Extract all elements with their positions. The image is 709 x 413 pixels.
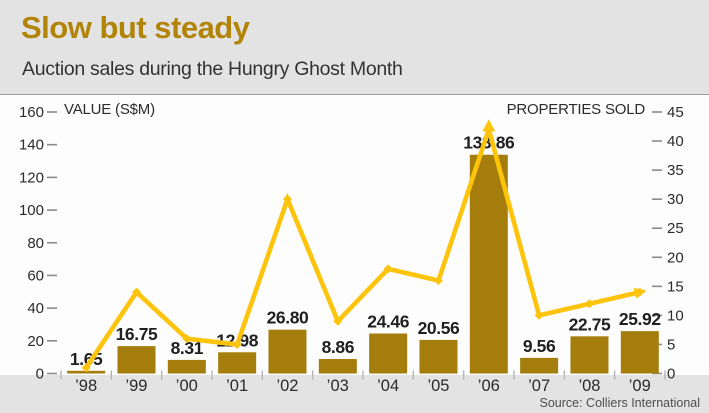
- year-label: ’08: [578, 377, 600, 395]
- year-label: ’06: [478, 377, 500, 395]
- left-axis-tick-label: 100: [19, 202, 44, 219]
- bar-value-label: 20.56: [418, 318, 460, 338]
- left-axis-tick-label: 80: [27, 235, 44, 252]
- year-label: ’01: [226, 377, 248, 395]
- right-axis-tick-label: 45: [667, 104, 684, 121]
- line-vertex-marker: [433, 276, 443, 286]
- value-bar: [369, 333, 408, 374]
- bar-value-label: 8.31: [171, 338, 204, 358]
- bar-value-label: 8.86: [322, 337, 355, 357]
- right-axis-title: PROPERTIES SOLD: [506, 101, 646, 118]
- chart-footer: Source: Colliers International: [0, 375, 709, 413]
- value-bar: [117, 346, 156, 374]
- chart-header: Slow but steady Auction sales during the…: [0, 0, 709, 94]
- year-label: ’99: [125, 377, 147, 395]
- right-axis-tick-label: 30: [667, 191, 684, 208]
- year-label: ’05: [427, 377, 449, 395]
- properties-sold-line: [84, 121, 641, 369]
- bar-value-label: 16.75: [116, 324, 158, 344]
- year-label: ’02: [276, 377, 298, 395]
- value-bar: [620, 331, 659, 374]
- year-label: ’04: [377, 377, 399, 395]
- line-vertex-marker: [333, 316, 343, 326]
- bar-value-label: 24.46: [367, 312, 409, 332]
- value-bar: [218, 352, 257, 374]
- line-vertex-marker: [282, 194, 292, 204]
- bar-value-label: 9.56: [523, 336, 556, 356]
- right-axis-tick-label: 20: [667, 249, 684, 266]
- line-vertex-marker: [584, 299, 594, 309]
- right-axis-tick-label: 0: [667, 366, 675, 383]
- line-vertex-marker: [534, 310, 544, 320]
- peak-arrow-icon: [482, 119, 496, 132]
- line-vertex-marker: [383, 264, 393, 274]
- source-label: Source: Colliers International: [539, 396, 701, 410]
- chart-subtitle: Auction sales during the Hungry Ghost Mo…: [22, 58, 403, 80]
- left-axis-tick-label: 60: [27, 267, 44, 284]
- right-axis-tick-label: 10: [667, 307, 684, 324]
- year-label: ’98: [75, 377, 97, 395]
- left-axis-tick-label: 160: [19, 104, 44, 121]
- right-axis-tick-label: 5: [667, 336, 675, 353]
- line-vertex-marker: [81, 363, 91, 373]
- value-bar: [167, 359, 206, 374]
- left-axis-tick-label: 40: [27, 300, 44, 317]
- year-label: ’03: [327, 377, 349, 395]
- bar-value-label: 25.92: [619, 309, 661, 329]
- right-axis-tick-label: 25: [667, 220, 684, 237]
- plot-area: [0, 94, 709, 375]
- year-label: ’07: [528, 377, 550, 395]
- line-vertex-marker: [182, 334, 192, 344]
- year-label: ’00: [176, 377, 198, 395]
- bar-value-label: 22.75: [569, 314, 611, 334]
- value-bar: [570, 336, 609, 374]
- left-axis-title: VALUE (S$M): [64, 101, 155, 118]
- bar-value-label: 133.86: [463, 133, 515, 153]
- left-axis-tick-label: 20: [27, 333, 44, 350]
- line-vertex-marker: [232, 339, 242, 349]
- left-axis-tick-label: 140: [19, 137, 44, 154]
- value-bar: [268, 329, 307, 374]
- bar-value-label: 26.80: [267, 308, 309, 328]
- value-bar: [419, 339, 458, 374]
- line-vertex-marker: [131, 287, 141, 297]
- value-bar: [469, 154, 508, 374]
- value-bar: [520, 357, 559, 374]
- left-axis-tick-label: 0: [36, 366, 44, 383]
- right-axis-tick-label: 35: [667, 162, 684, 179]
- value-bar: [318, 359, 357, 374]
- chart-title: Slow but steady: [21, 10, 250, 45]
- right-axis-tick-label: 15: [667, 278, 684, 295]
- right-axis-tick-label: 40: [667, 133, 684, 150]
- left-axis-tick-label: 120: [19, 169, 44, 186]
- year-label: ’09: [629, 377, 651, 395]
- line-end-arrow-icon: [633, 287, 647, 299]
